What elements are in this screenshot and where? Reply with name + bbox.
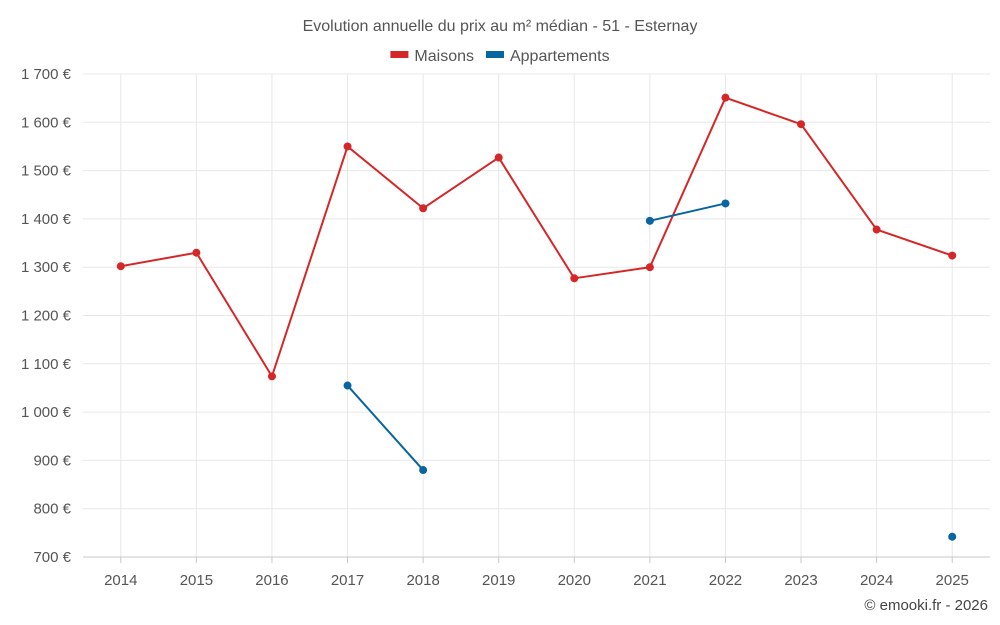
y-tick-label: 1 300 € — [21, 259, 72, 276]
data-point-maisons[interactable] — [948, 251, 957, 260]
x-tick-label: 2019 — [482, 572, 515, 589]
x-tick-label: 2021 — [633, 572, 666, 589]
gridlines — [83, 73, 990, 558]
data-point-maisons[interactable] — [645, 263, 654, 272]
series-line-appartements — [346, 384, 424, 471]
series-appartements — [343, 199, 957, 541]
chart-title: Evolution annuelle du prix au m² médian … — [303, 18, 698, 35]
y-tick-label: 800 € — [33, 501, 71, 518]
data-point-maisons[interactable] — [797, 120, 806, 129]
legend-swatch — [390, 51, 409, 58]
x-tick-label: 2018 — [406, 572, 439, 589]
data-point-appartements[interactable] — [419, 466, 428, 475]
series-line-appartements — [649, 202, 726, 222]
data-point-maisons[interactable] — [116, 262, 125, 271]
legend-label: Maisons — [414, 48, 474, 65]
data-point-maisons[interactable] — [343, 142, 352, 151]
series-line-maisons — [120, 96, 953, 378]
x-tick-label: 2023 — [784, 572, 817, 589]
x-tick-label: 2025 — [936, 572, 969, 589]
data-point-appartements[interactable] — [645, 216, 654, 225]
data-point-maisons[interactable] — [267, 372, 276, 381]
data-point-maisons[interactable] — [192, 248, 201, 257]
legend: Maisons Appartements — [390, 48, 610, 65]
data-point-appartements[interactable] — [948, 532, 957, 541]
y-tick-label: 1 700 € — [21, 66, 72, 83]
legend-swatch — [485, 51, 504, 58]
legend-label: Appartements — [510, 48, 610, 65]
x-tick-label: 2014 — [104, 572, 137, 589]
y-tick-label: 1 600 € — [21, 114, 72, 131]
y-tick-label: 1 500 € — [21, 163, 72, 180]
data-point-maisons[interactable] — [419, 204, 428, 213]
data-point-maisons[interactable] — [872, 225, 881, 234]
y-tick-label: 1 100 € — [21, 356, 72, 373]
data-point-maisons[interactable] — [570, 274, 579, 283]
x-tick-label: 2017 — [331, 572, 364, 589]
credit-text: © emooki.fr - 2026 — [864, 597, 988, 614]
x-tick-label: 2015 — [180, 572, 213, 589]
y-tick-label: 1 000 € — [21, 404, 72, 421]
x-tick-label: 2022 — [709, 572, 742, 589]
data-point-maisons[interactable] — [494, 153, 503, 162]
x-tick-label: 2024 — [860, 572, 893, 589]
series-layer — [116, 93, 957, 541]
y-tick-label: 1 400 € — [21, 211, 72, 228]
y-tick-label: 700 € — [33, 549, 71, 566]
data-point-maisons[interactable] — [721, 93, 730, 102]
data-point-appartements[interactable] — [343, 381, 352, 390]
y-tick-label: 1 200 € — [21, 308, 72, 325]
series-maisons — [116, 93, 957, 381]
y-tick-label: 900 € — [33, 452, 71, 469]
x-tick-label: 2020 — [558, 572, 591, 589]
x-tick-label: 2016 — [255, 572, 288, 589]
axes: 700 € 800 € 900 € 1 000 € 1 100 € 1 200 € 1 30… — [21, 66, 990, 589]
legend-item-maisons[interactable]: Maisons — [390, 48, 474, 65]
data-point-appartements[interactable] — [721, 199, 730, 208]
legend-item-appartements[interactable]: Appartements — [485, 48, 610, 65]
